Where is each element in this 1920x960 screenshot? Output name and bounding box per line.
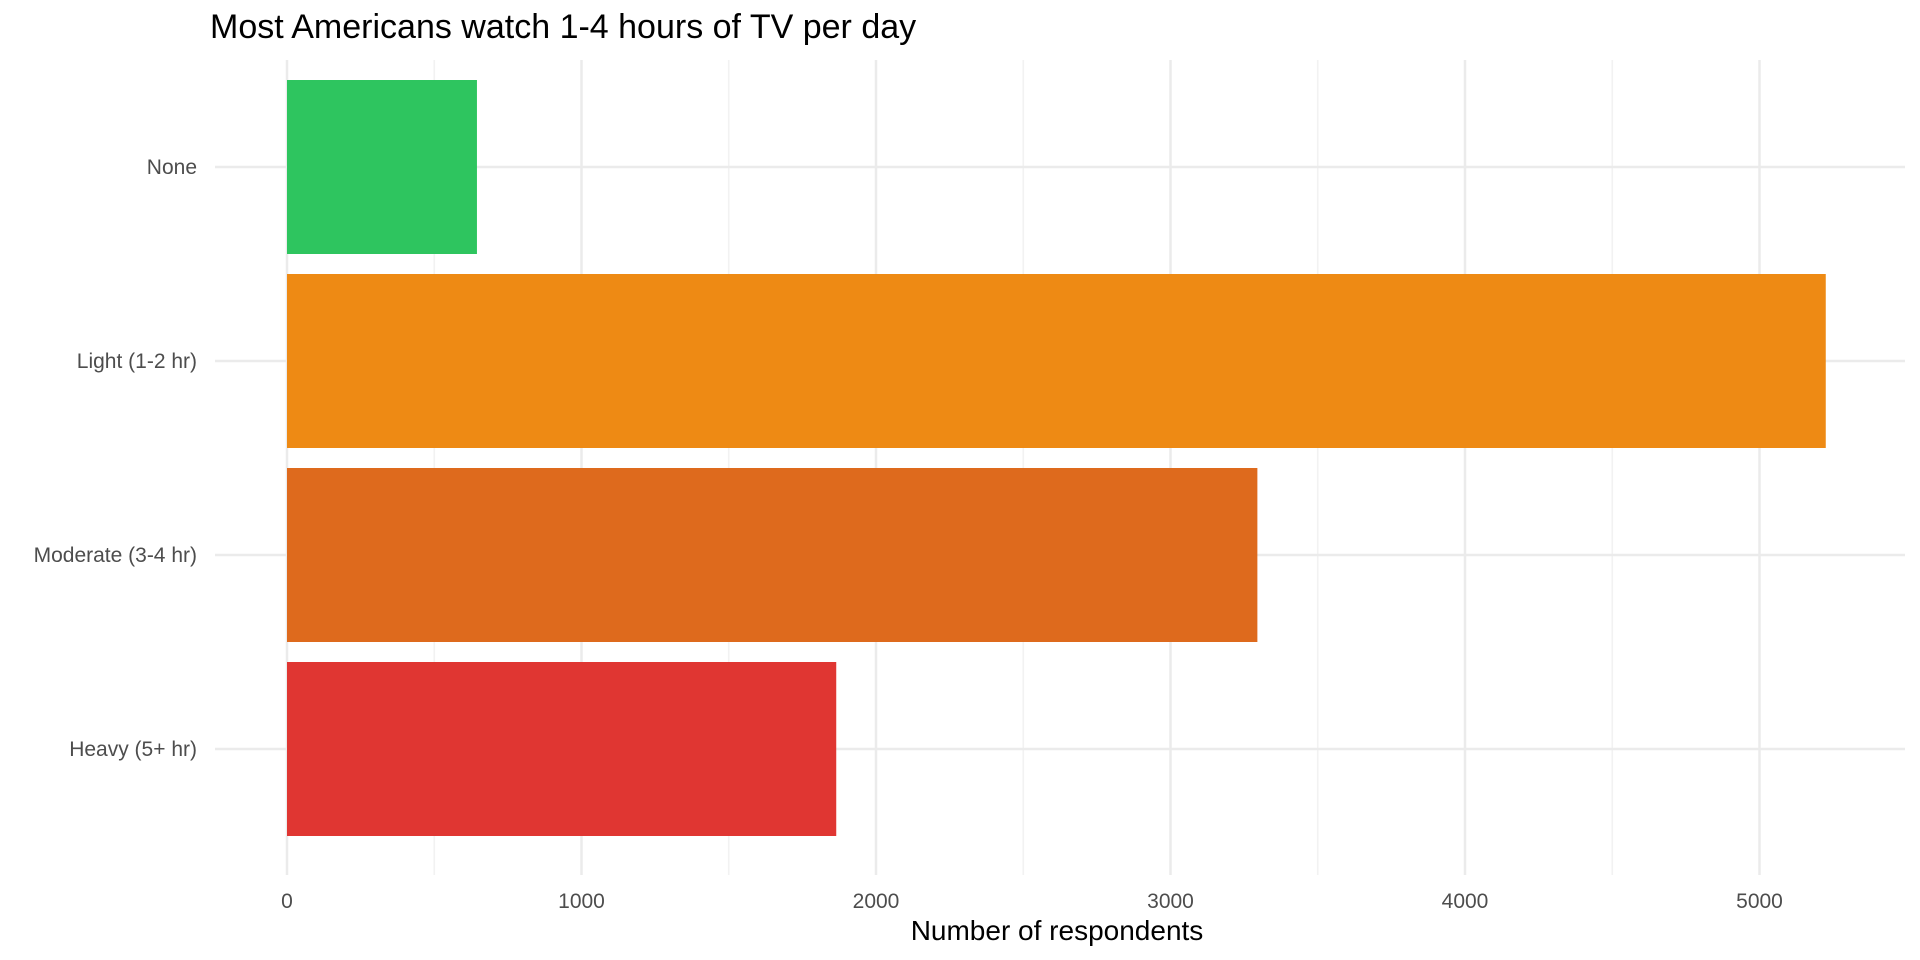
x-tick-label: 1000 bbox=[558, 890, 605, 913]
chart-title: Most Americans watch 1-4 hours of TV per… bbox=[210, 8, 916, 46]
x-tick-label: 5000 bbox=[1736, 890, 1783, 913]
y-tick-label: Light (1-2 hr) bbox=[77, 350, 197, 373]
y-axis-tick-labels: None Light (1-2 hr) Moderate (3-4 hr) Heavy… bbox=[34, 156, 197, 761]
x-axis-title: Number of respondents bbox=[911, 915, 1204, 946]
y-tick-label: Heavy (5+ hr) bbox=[69, 738, 197, 761]
bar-none bbox=[287, 80, 477, 254]
x-tick-label: 3000 bbox=[1147, 890, 1194, 913]
bar-heavy-5-hr bbox=[287, 662, 837, 836]
bars bbox=[287, 80, 1826, 836]
x-tick-label: 0 bbox=[281, 890, 293, 913]
bar-moderate-3-4-hr bbox=[287, 468, 1258, 642]
y-tick-label: None bbox=[147, 156, 197, 179]
y-tick-label: Moderate (3-4 hr) bbox=[34, 544, 197, 567]
x-tick-label: 4000 bbox=[1442, 890, 1489, 913]
bar-light-1-2-hr bbox=[287, 274, 1826, 448]
x-axis-tick-labels: 0 1000 2000 3000 4000 5000 bbox=[281, 890, 1783, 913]
x-tick-label: 2000 bbox=[853, 890, 900, 913]
